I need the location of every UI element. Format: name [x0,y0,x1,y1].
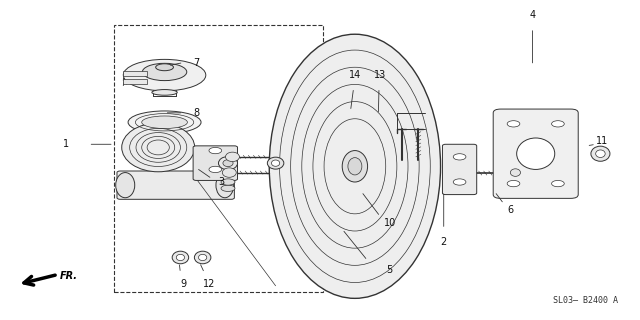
Text: 1: 1 [63,139,69,149]
Bar [124,71,147,76]
Ellipse shape [122,123,195,172]
Ellipse shape [172,251,189,264]
Ellipse shape [225,152,239,162]
Ellipse shape [221,179,235,185]
Text: 13: 13 [374,70,387,80]
Text: 11: 11 [596,136,609,146]
Circle shape [552,180,564,187]
Text: 14: 14 [349,70,361,80]
Circle shape [209,148,221,154]
Text: 7: 7 [193,58,200,68]
Circle shape [552,121,564,127]
Circle shape [453,154,466,160]
Ellipse shape [128,111,201,133]
Ellipse shape [116,172,135,198]
Circle shape [507,121,520,127]
Ellipse shape [141,116,188,129]
Circle shape [209,166,221,172]
Bar [124,79,147,84]
Ellipse shape [218,156,237,170]
FancyBboxPatch shape [117,171,234,199]
Text: 5: 5 [387,265,393,275]
Ellipse shape [221,185,235,191]
Ellipse shape [152,90,177,95]
Ellipse shape [269,34,440,298]
Ellipse shape [510,169,520,176]
Text: 3: 3 [219,177,225,187]
Text: SL03– B2400 A: SL03– B2400 A [553,296,618,305]
Ellipse shape [156,64,173,71]
Ellipse shape [142,63,187,81]
Ellipse shape [342,151,367,182]
Text: 12: 12 [203,279,215,289]
Ellipse shape [216,172,234,198]
Text: 4: 4 [529,10,536,20]
Ellipse shape [516,138,555,169]
Ellipse shape [348,158,362,175]
Bar [114,25,323,292]
Ellipse shape [591,146,610,161]
Ellipse shape [223,160,233,167]
Ellipse shape [271,160,280,166]
Ellipse shape [195,251,211,264]
Text: FR.: FR. [60,271,78,281]
Circle shape [453,179,466,185]
Ellipse shape [268,157,284,169]
FancyBboxPatch shape [442,144,477,195]
Ellipse shape [222,168,236,177]
Circle shape [507,180,520,187]
Ellipse shape [176,254,184,260]
Text: 8: 8 [193,108,199,118]
FancyBboxPatch shape [493,109,578,198]
Text: 6: 6 [508,205,513,215]
Ellipse shape [198,254,207,260]
Text: 2: 2 [440,237,447,247]
Text: 9: 9 [180,279,187,289]
Text: 10: 10 [383,218,396,228]
Ellipse shape [124,60,206,91]
Ellipse shape [596,150,605,157]
FancyBboxPatch shape [193,146,237,180]
